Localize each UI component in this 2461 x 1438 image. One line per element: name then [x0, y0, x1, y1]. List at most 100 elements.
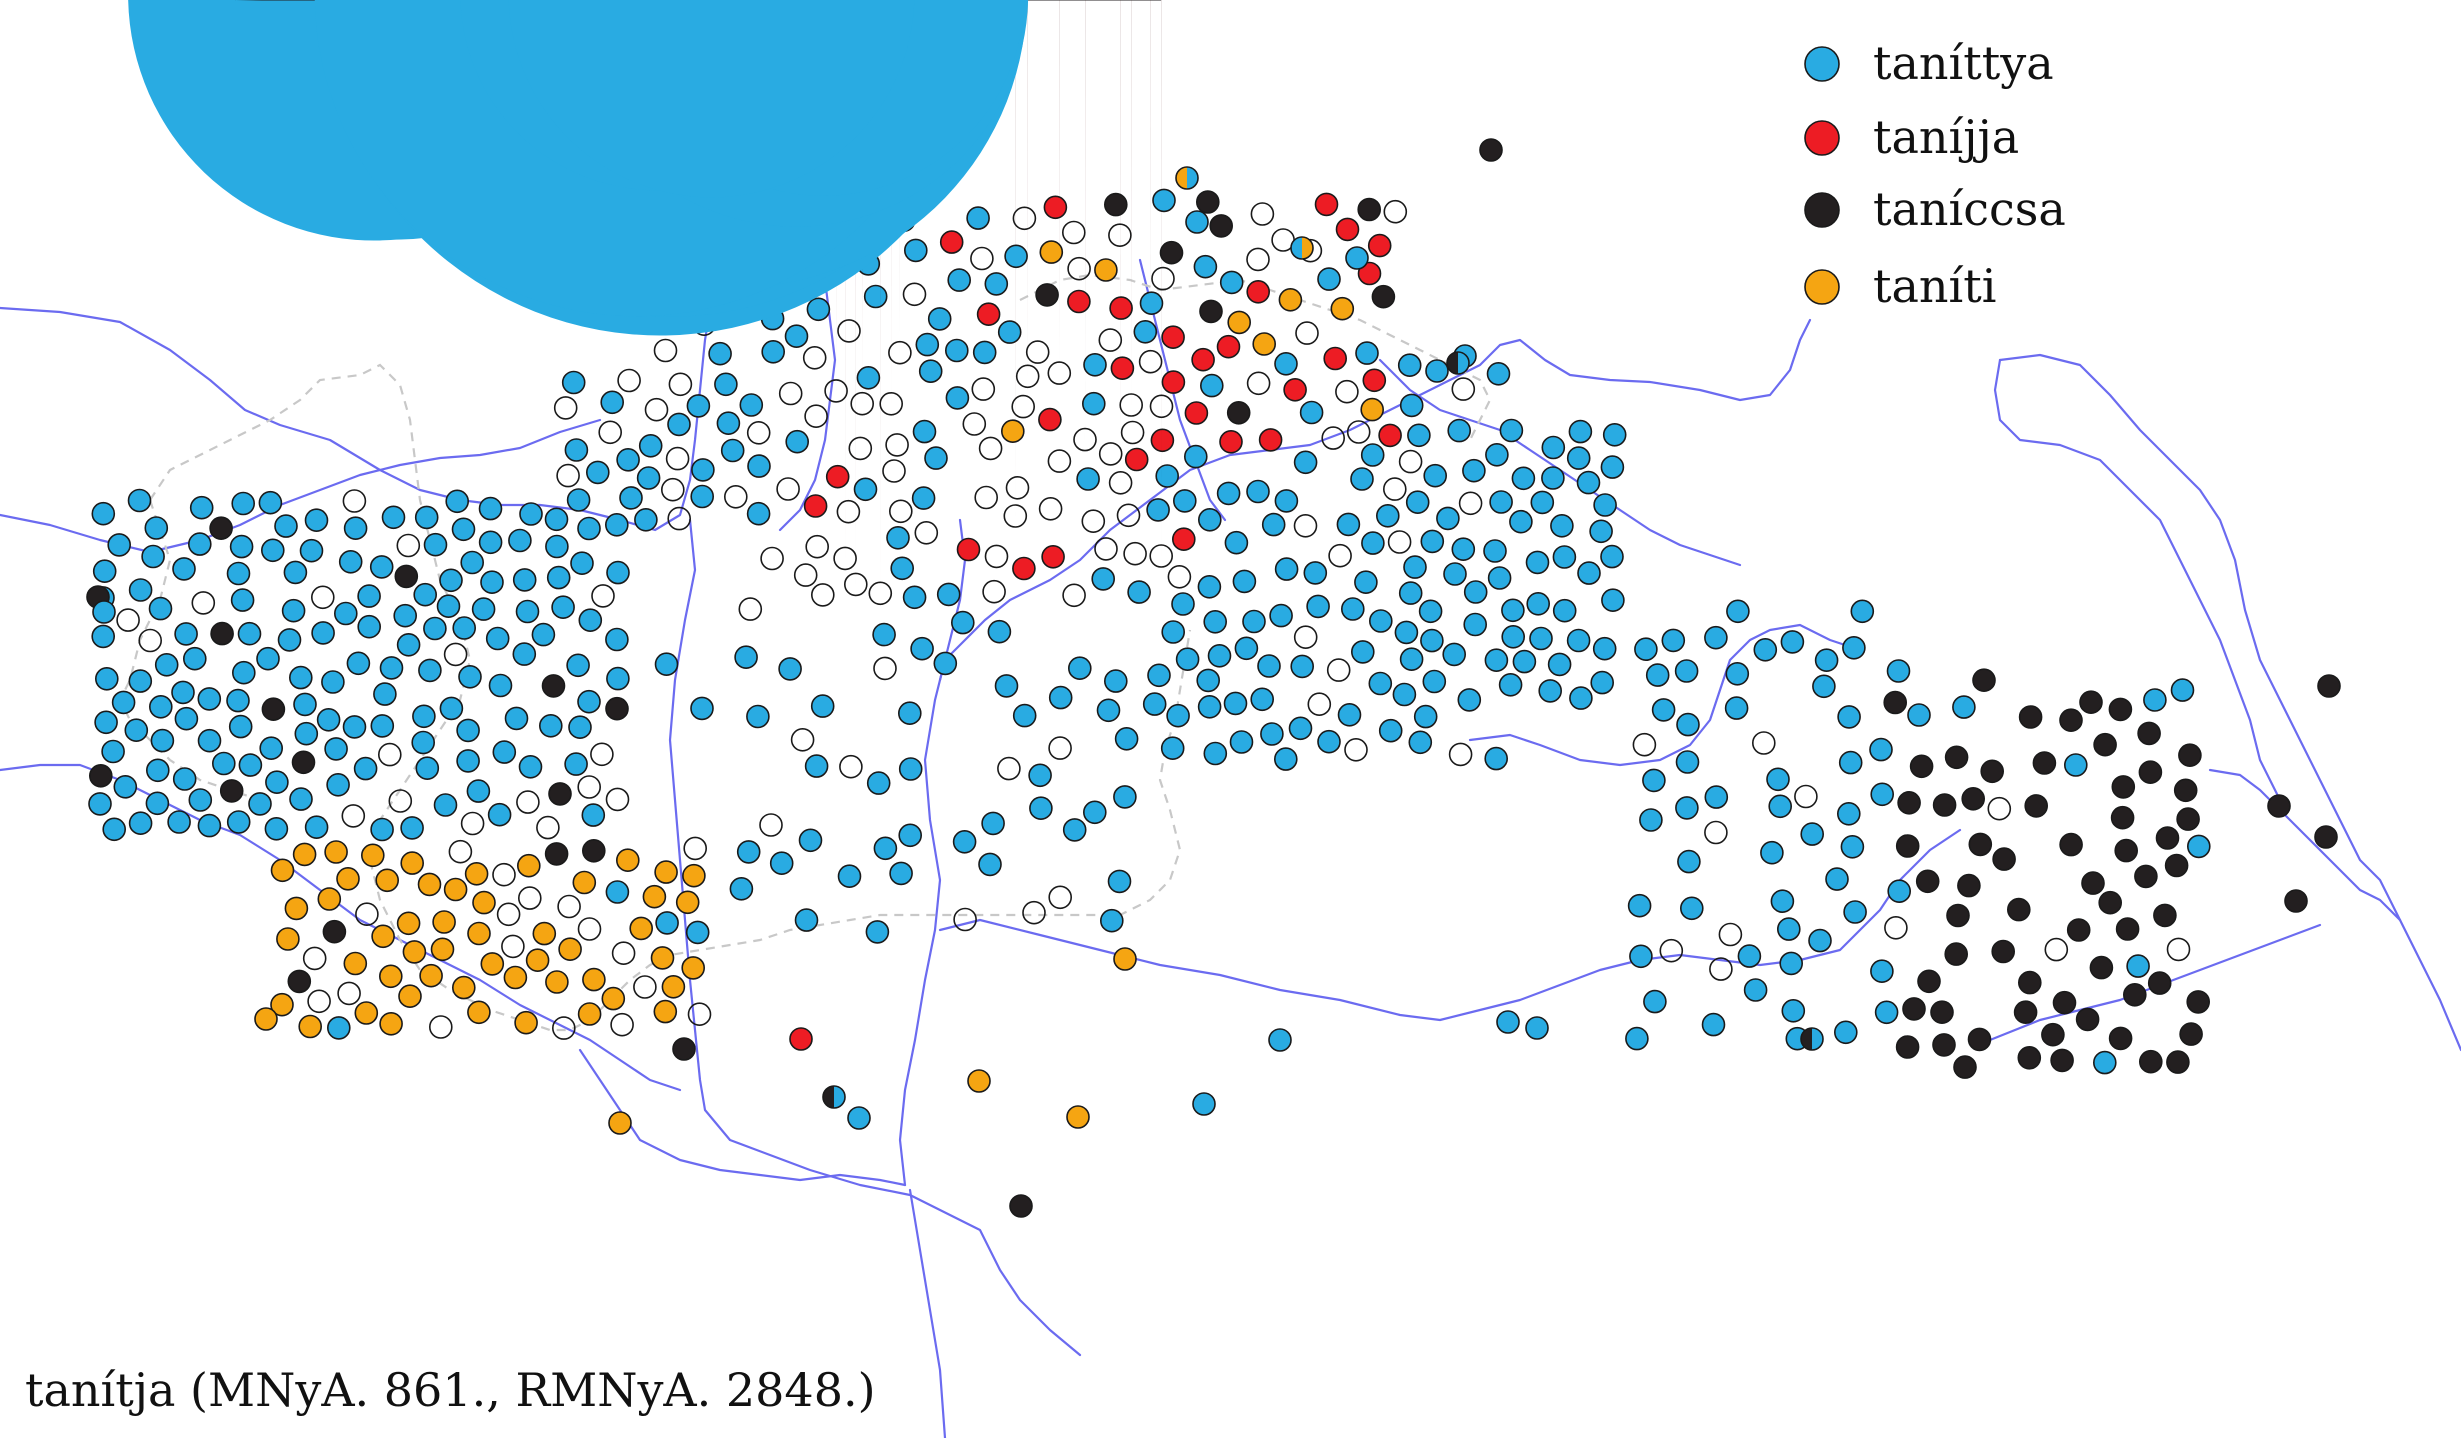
survey-point: [541, 674, 566, 698]
survey-point: [897, 701, 922, 726]
survey-point: [1541, 435, 1566, 460]
survey-point: [615, 848, 640, 873]
survey-point: [172, 767, 197, 791]
survey-point: [174, 706, 199, 731]
survey-point-outline: [1718, 922, 1743, 947]
survey-point: [197, 813, 222, 838]
survey-point: [504, 706, 529, 731]
survey-point: [1397, 353, 1422, 378]
survey-point-outline: [810, 583, 835, 607]
survey-point-outline: [902, 282, 927, 307]
survey-point: [369, 555, 394, 579]
survey-point-outline: [1335, 379, 1359, 404]
survey-point: [1577, 561, 1601, 585]
survey-point: [478, 530, 503, 555]
survey-point: [2123, 982, 2147, 1007]
survey-point: [398, 984, 422, 1009]
survey-point: [1029, 796, 1053, 821]
survey-point: [654, 652, 679, 677]
survey-point: [1369, 609, 1393, 633]
survey-point-outline: [805, 534, 830, 559]
survey-point: [219, 779, 244, 803]
survey-point: [1203, 741, 1228, 766]
survey-point: [863, 284, 888, 309]
survey-point: [924, 446, 948, 470]
survey-point: [784, 324, 809, 349]
survey-point: [1152, 188, 1176, 213]
survey-point: [472, 890, 496, 915]
survey-point: [248, 792, 272, 816]
survey-point: [439, 696, 464, 721]
survey-point: [952, 829, 977, 854]
survey-point-outline: [978, 436, 1003, 461]
survey-point: [606, 560, 630, 585]
survey-point: [918, 359, 943, 384]
survey-point: [423, 616, 447, 641]
survey-point: [605, 627, 629, 652]
survey-point: [738, 0, 763, 621]
survey-point: [1602, 422, 1627, 447]
survey-point: [1629, 944, 1653, 969]
survey-point: [1172, 527, 1196, 552]
survey-point: [2137, 721, 2161, 746]
survey-point: [837, 864, 862, 889]
survey-point: [1274, 557, 1299, 581]
survey-point: [487, 802, 512, 827]
survey-point: [1197, 694, 1222, 719]
survey-point-outline: [342, 489, 367, 513]
survey-point: [544, 842, 569, 866]
survey-point: [1932, 793, 1957, 817]
survey-point: [910, 636, 934, 661]
survey-point-outline: [790, 727, 815, 752]
survey-point: [1293, 0, 1318, 538]
survey-point: [1834, 1020, 1858, 1045]
survey-point: [1550, 513, 1574, 538]
survey-point: [512, 642, 537, 666]
survey-point-outline: [1015, 364, 1040, 389]
survey-point: [396, 632, 421, 657]
survey-point: [739, 393, 764, 417]
survey-point: [274, 514, 298, 538]
survey-point: [228, 714, 253, 739]
survey-point: [298, 1014, 323, 1039]
survey-point: [415, 756, 440, 781]
survey-point: [1012, 0, 1037, 231]
survey-point: [2267, 794, 2291, 818]
survey-point: [1229, 730, 1254, 754]
survey-point: [373, 682, 397, 706]
survey-point-outline: [1062, 220, 1086, 245]
survey-point: [806, 297, 831, 322]
survey-point: [634, 507, 658, 532]
survey-point: [92, 559, 117, 584]
survey-point: [128, 578, 153, 602]
survey-point: [601, 986, 626, 1011]
survey-point: [1114, 726, 1139, 751]
survey-point: [1600, 544, 1624, 569]
survey-point: [1383, 0, 1408, 224]
survey-point: [714, 372, 738, 397]
survey-point: [2143, 688, 2167, 712]
survey-point: [1184, 401, 1209, 425]
survey-point: [1447, 418, 1471, 443]
survey-point: [1175, 647, 1200, 672]
survey-point: [1355, 341, 1379, 365]
survey-point: [1394, 620, 1419, 645]
survey-point-outline: [310, 585, 335, 610]
survey-point: [675, 890, 700, 915]
survey-point: [1062, 818, 1087, 842]
survey-point: [128, 669, 153, 693]
survey-point: [665, 0, 690, 471]
survey-point: [1530, 490, 1555, 515]
survey-point: [1328, 0, 1352, 568]
survey-point: [1155, 464, 1179, 488]
survey-point: [291, 750, 316, 775]
survey-point: [736, 840, 761, 864]
survey-point-outline: [885, 433, 909, 457]
river-koros: [1468, 623, 1862, 767]
survey-point: [1552, 598, 1577, 623]
survey-point: [1223, 691, 1248, 716]
survey-point: [1290, 654, 1314, 679]
survey-point: [1420, 628, 1444, 653]
survey-point: [1100, 908, 1124, 933]
survey-point-slice: [1801, 1028, 1812, 1050]
